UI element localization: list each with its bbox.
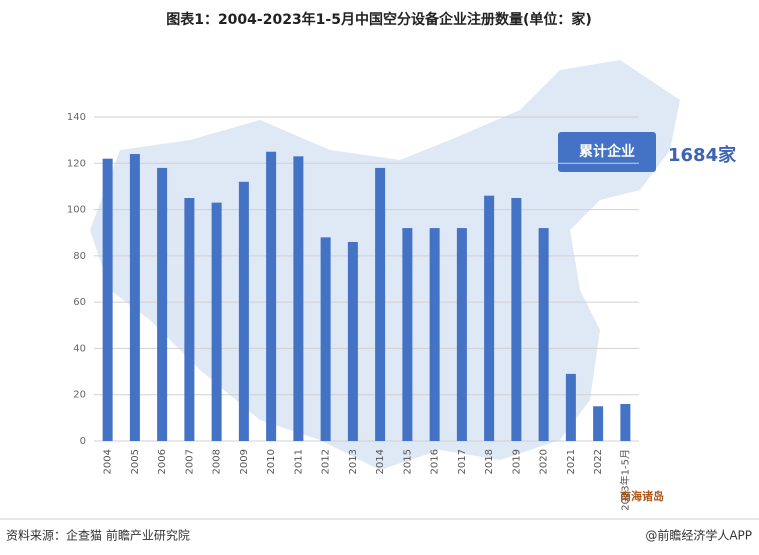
bar (184, 198, 195, 441)
bar (293, 156, 304, 442)
annotation-box (558, 132, 656, 172)
source: 资料来源：企查猫 前瞻产业研究院 (6, 528, 190, 543)
x-tick-label: 2020 (539, 449, 550, 474)
bar (429, 228, 440, 441)
chart-title: 图表1：2004-2023年1-5月中国空分设备企业注册数量(单位：家) (166, 11, 592, 28)
x-tick-label: 2019 (511, 449, 522, 474)
brand: @前瞻经济学人APP (645, 528, 752, 543)
x-tick-label: 2004 (103, 449, 114, 474)
bar (375, 167, 386, 441)
annotation-value: 1684家 (668, 144, 737, 166)
bar (484, 195, 495, 441)
x-tick-label: 2013 (348, 449, 359, 474)
x-tick-label: 2018 (484, 449, 495, 474)
x-tick-label: 2006 (157, 449, 168, 474)
bar (565, 373, 576, 441)
x-tick-label: 2007 (184, 449, 195, 474)
bar (320, 237, 331, 441)
bar (511, 198, 522, 441)
bar (620, 403, 631, 441)
map-label: 南海诸岛 (620, 489, 664, 503)
y-tick-label: 80 (73, 251, 86, 262)
x-tick-label: 2008 (212, 449, 223, 474)
bar (211, 202, 222, 441)
y-tick-label: 40 (73, 343, 86, 354)
x-tick-label: 2022 (593, 449, 604, 474)
bar (102, 158, 113, 441)
x-tick-label: 2005 (130, 449, 141, 474)
x-tick-label: 2015 (402, 449, 413, 474)
x-tick-label: 2014 (375, 449, 386, 474)
bar (157, 167, 168, 441)
x-tick-label: 2023年1-5月 (618, 449, 631, 511)
x-tick-label: 2012 (321, 449, 332, 474)
annotation-label: 累计企业 (579, 143, 635, 160)
y-tick-label: 100 (67, 205, 86, 216)
y-tick-label: 20 (73, 390, 86, 401)
y-tick-label: 140 (67, 112, 86, 123)
x-tick-label: 2016 (430, 449, 441, 474)
bar (129, 154, 140, 441)
y-tick-label: 120 (67, 158, 86, 169)
y-tick-label: 60 (73, 297, 86, 308)
bar (402, 228, 413, 441)
bar (538, 228, 549, 441)
bar (593, 406, 604, 441)
bar (238, 181, 249, 442)
bar (456, 228, 467, 441)
bar (266, 151, 277, 441)
bar (347, 241, 358, 441)
y-tick-label: 0 (80, 436, 86, 447)
x-tick-label: 2009 (239, 449, 250, 474)
x-tick-label: 2021 (566, 449, 577, 474)
x-tick-label: 2017 (457, 449, 468, 474)
x-tick-label: 2011 (293, 449, 304, 474)
x-tick-label: 2010 (266, 449, 277, 474)
